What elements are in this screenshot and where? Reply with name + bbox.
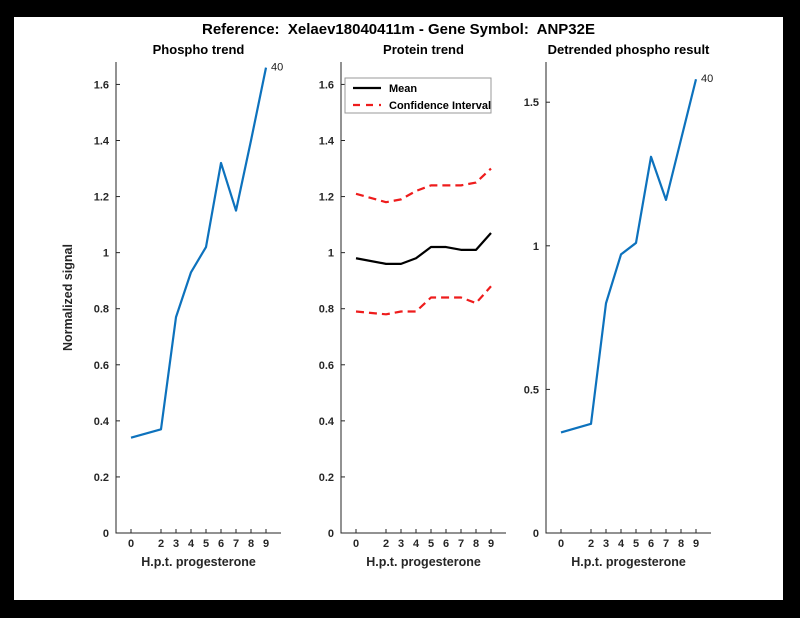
detrended-phospho-result-axes-spines	[545, 62, 711, 534]
y-tick-label: 0	[533, 528, 539, 540]
x-tick-label: 8	[248, 538, 254, 550]
y-tick-label: 0.4	[94, 416, 110, 428]
x-tick-label: 9	[263, 538, 269, 550]
x-tick-label: 5	[203, 538, 209, 550]
x-tick-label: 0	[128, 538, 134, 550]
legend-label: Mean	[389, 83, 417, 95]
detrended-phospho-result-end-annotation: 40	[701, 73, 713, 85]
x-tick-label: 5	[428, 538, 434, 550]
detrended-phospho-result-subplot: 0 2 3 4 5 6 7 8 9 0 0.5 1 1.5 Detrended phospho resul…	[524, 42, 714, 569]
protein-trend-series-mean	[355, 232, 492, 265]
y-tick-label: 0.2	[94, 472, 109, 484]
x-tick-label: 7	[233, 538, 239, 550]
x-tick-label: 3	[398, 538, 404, 550]
x-tick-label: 2	[158, 538, 164, 550]
y-tick-label: 1.4	[94, 136, 110, 148]
y-tick-label: 1.4	[319, 136, 335, 148]
figure-title: Reference: Xelaev18040411m - Gene Symbol…	[202, 21, 595, 38]
x-tick-label: 6	[443, 538, 449, 550]
x-tick-label: 4	[188, 538, 195, 550]
y-tick-label: 1.6	[94, 79, 109, 91]
x-tick-label: 6	[218, 538, 224, 550]
protein-trend-series-confidence-lower	[355, 285, 492, 316]
protein-trend-title: Protein trend	[383, 42, 464, 57]
protein-trend-subplot: 0 2 3 4 5 6 7 8 9 0 0.2 0.4 0.6 0.8 1 1.2 1.4 1.6 Protein …	[319, 42, 506, 569]
y-tick-label: 1.2	[94, 192, 109, 204]
y-tick-label: 1	[328, 248, 334, 260]
y-tick-label: 1	[103, 248, 109, 260]
x-tick-label: 8	[678, 538, 684, 550]
detrended-phospho-result-xlabel: H.p.t. progesterone	[571, 555, 686, 569]
x-tick-label: 2	[588, 538, 594, 550]
phospho-trend-ylabel: Normalized signal	[61, 244, 75, 351]
protein-trend-legend: Mean Confidence Interval	[344, 77, 492, 114]
phospho-trend-title: Phospho trend	[153, 42, 245, 57]
protein-trend-y-axis: 0 0.2 0.4 0.6 0.8 1 1.2 1.4 1.6	[319, 79, 345, 540]
x-tick-label: 2	[383, 538, 389, 550]
detrended-phospho-result-title: Detrended phospho result	[548, 42, 710, 57]
y-tick-label: 0.6	[319, 360, 334, 372]
y-tick-label: 0.4	[319, 416, 335, 428]
legend-label: Confidence Interval	[389, 100, 491, 112]
x-tick-label: 3	[173, 538, 179, 550]
y-tick-label: 0.5	[524, 384, 539, 396]
y-tick-label: 0	[328, 528, 334, 540]
y-tick-label: 1.6	[319, 79, 334, 91]
protein-trend-xlabel: H.p.t. progesterone	[366, 555, 481, 569]
x-tick-label: 5	[633, 538, 639, 550]
y-tick-label: 0.8	[319, 304, 334, 316]
legend-box	[344, 77, 492, 114]
y-tick-label: 1	[533, 241, 539, 253]
phospho-trend-series-phospho-signal	[130, 67, 268, 439]
charts-svg: 0 2 3 4 5 6 7 8 900.20.40.60.811.21.41.6Phospho …	[61, 42, 714, 569]
x-tick-label: 7	[663, 538, 669, 550]
y-tick-label: 0.2	[319, 472, 334, 484]
protein-trend-series-confidence-upper	[355, 167, 492, 204]
x-tick-label: 4	[618, 538, 625, 550]
phospho-trend-y-axis: 0 0.2 0.4 0.6 0.8 1 1.2 1.4 1.6	[94, 79, 120, 540]
phospho-trend-axes-spines	[115, 62, 281, 534]
phospho-trend-end-annotation: 40	[271, 62, 283, 74]
detrended-phospho-result-series-detrended-signal	[560, 78, 698, 434]
phospho-trend-subplot: 0 2 3 4 5 6 7 8 9 0 0.2 0.4 0.6 0.8 1 1.2 1.4 1.6 Phospho …	[61, 42, 283, 569]
figure-canvas: Reference: Xelaev18040411m - Gene Symbol…	[14, 17, 783, 600]
y-tick-label: 0.8	[94, 304, 109, 316]
x-tick-label: 9	[488, 538, 494, 550]
x-tick-label: 6	[648, 538, 654, 550]
x-tick-label: 8	[473, 538, 479, 550]
x-tick-label: 0	[558, 538, 564, 550]
detrended-phospho-result-y-axis: 0 0.5 1 1.5	[524, 97, 550, 540]
y-tick-label: 1.5	[524, 97, 539, 109]
x-tick-label: 3	[603, 538, 609, 550]
y-tick-label: 1.2	[319, 192, 334, 204]
x-tick-label: 9	[693, 538, 699, 550]
x-tick-label: 7	[458, 538, 464, 550]
x-tick-label: 0	[353, 538, 359, 550]
phospho-trend-xlabel: H.p.t. progesterone	[141, 555, 256, 569]
y-tick-label: 0.6	[94, 360, 109, 372]
x-tick-label: 4	[413, 538, 420, 550]
y-tick-label: 0	[103, 528, 109, 540]
